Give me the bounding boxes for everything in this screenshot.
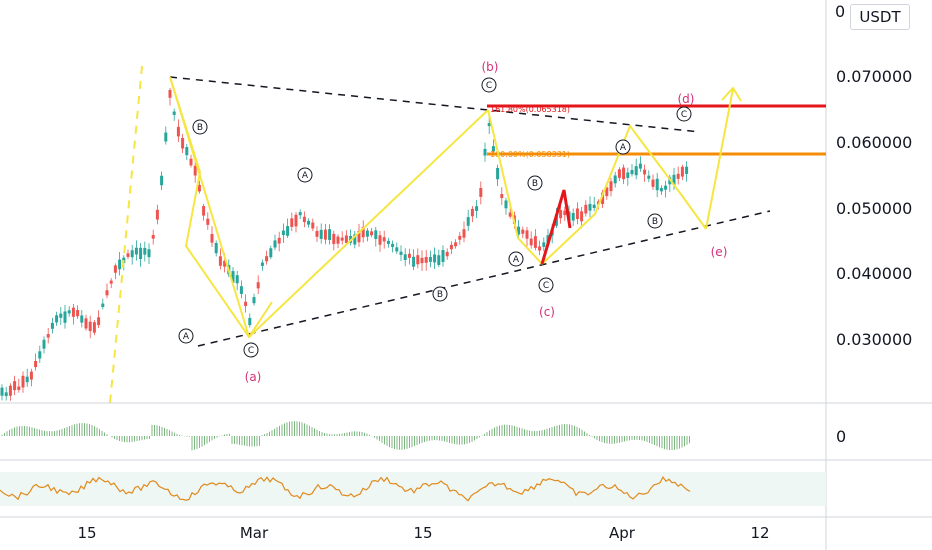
circle-labels: B A C A B C B A C A B C — [178, 77, 692, 358]
circle-label-a2: A — [297, 167, 313, 183]
circle-label-c2: C — [481, 77, 497, 93]
price-tick: 0.070000 — [836, 67, 912, 86]
price-tick: 0.030000 — [836, 330, 912, 349]
time-tick: 15 — [413, 524, 432, 542]
triangle-upper-line — [169, 76, 701, 133]
elliott-wave-lines — [169, 76, 734, 339]
triangle-lower-line — [197, 210, 771, 347]
impulse-dashed-line — [109, 65, 143, 404]
price-tick: 0.050000 — [836, 199, 912, 218]
time-tick: 15 — [77, 524, 96, 542]
circle-label-a4: A — [615, 139, 631, 155]
rsi-line — [0, 475, 691, 502]
circle-label-c4: C — [676, 106, 692, 122]
price-tick: 0.060000 — [836, 133, 912, 152]
circle-label-c3: C — [538, 277, 554, 293]
svg-text:C: C — [248, 346, 254, 356]
svg-text:C: C — [543, 281, 549, 291]
price-axis[interactable]: 0 0.070000 0.060000 0.050000 0.040000 0.… — [835, 2, 912, 446]
wave-label-b: (b) — [482, 60, 499, 74]
circle-label-b4: B — [647, 213, 663, 229]
wave-label-c: (c) — [539, 305, 555, 319]
time-tick: 12 — [750, 524, 769, 542]
rsi-band — [0, 472, 826, 506]
price-tick: 0.040000 — [836, 264, 912, 283]
red-wave — [540, 189, 572, 265]
svg-text:A: A — [620, 143, 627, 153]
circle-label-c1: C — [243, 342, 259, 358]
candlesticks — [0, 87, 689, 401]
svg-text:B: B — [197, 123, 203, 133]
wave-label-d: (d) — [678, 92, 695, 106]
currency-badge[interactable]: USDT — [850, 4, 910, 30]
svg-text:B: B — [532, 179, 538, 189]
oscillator-zero-label: 0 — [836, 427, 846, 446]
circle-label-a1: A — [178, 328, 194, 344]
svg-text:B: B — [437, 290, 443, 300]
price-axis-top-tick: 0 — [835, 2, 845, 21]
fib-100-label: 100.00%(0.058331) — [490, 150, 570, 159]
svg-text:C: C — [486, 81, 492, 91]
wave-label-e: (e) — [711, 245, 728, 259]
oscillator-histogram — [1, 421, 690, 451]
fib-161-label: 161.80%(0.065318) — [490, 105, 570, 114]
time-tick: Mar — [240, 524, 269, 542]
svg-text:A: A — [183, 332, 190, 342]
circle-label-a3: A — [508, 251, 524, 267]
svg-text:A: A — [302, 171, 309, 181]
circle-label-b3: B — [527, 175, 543, 191]
time-axis[interactable]: 15 Mar 15 Apr 12 — [77, 524, 769, 542]
circle-label-b1: B — [192, 119, 208, 135]
wave-arrow-head — [721, 86, 742, 102]
wave-label-a: (a) — [245, 370, 262, 384]
svg-text:B: B — [652, 217, 658, 227]
svg-text:C: C — [681, 110, 687, 120]
circle-label-b2: B — [432, 286, 448, 302]
time-tick: Apr — [609, 524, 636, 542]
svg-text:A: A — [513, 255, 520, 265]
